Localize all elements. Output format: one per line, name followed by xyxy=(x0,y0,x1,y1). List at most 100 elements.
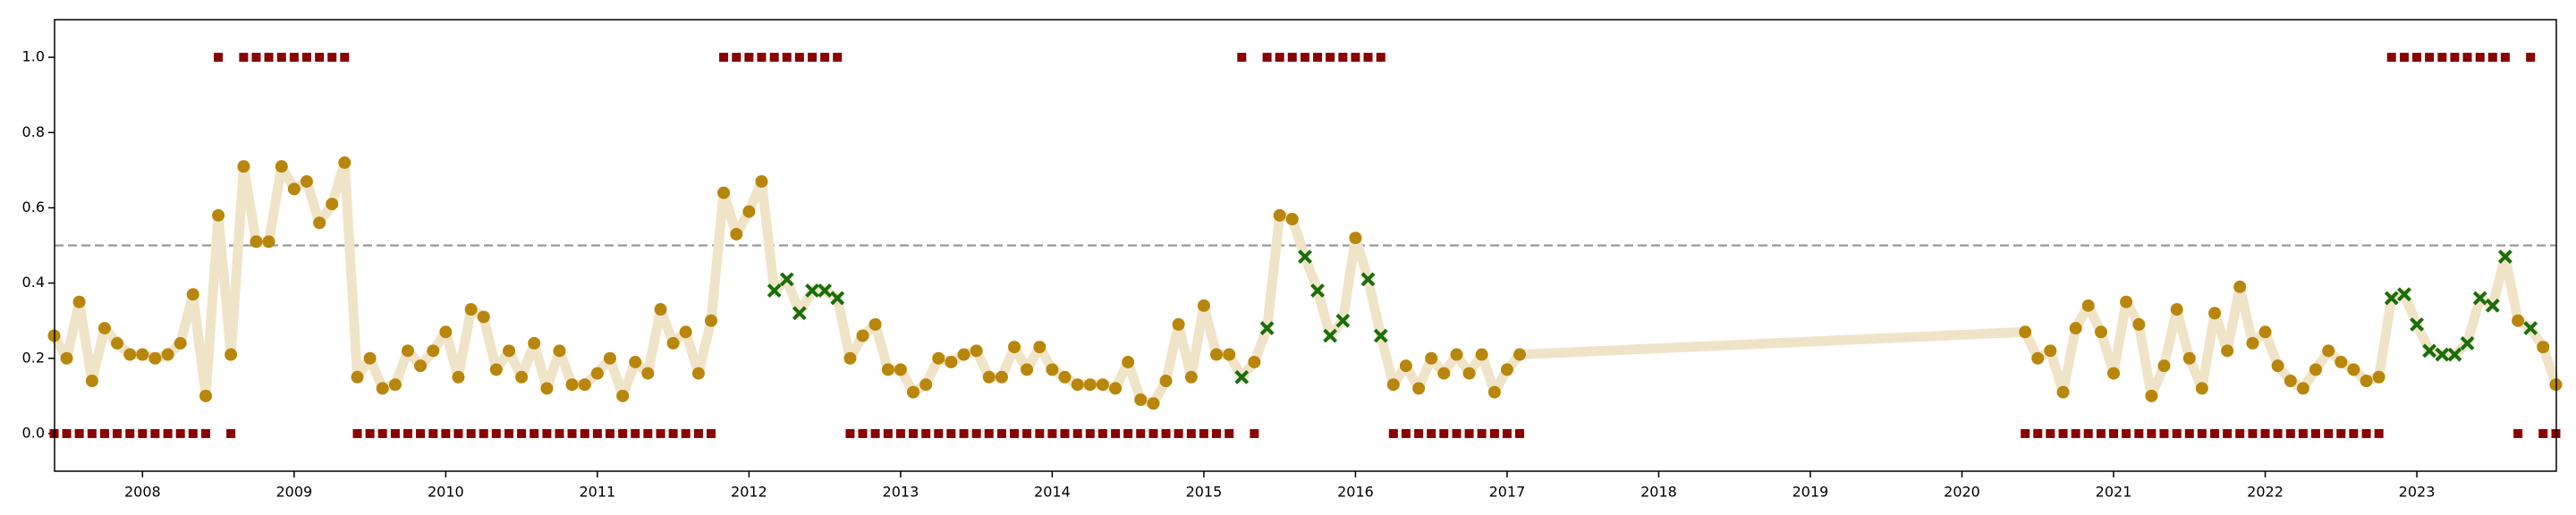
label-marker xyxy=(808,53,818,63)
score-marker xyxy=(1058,370,1072,384)
score-marker xyxy=(856,329,869,342)
score-marker xyxy=(1425,351,1438,365)
x-tick-label: 2015 xyxy=(1186,484,1223,501)
score-marker xyxy=(2233,280,2247,293)
score-marker xyxy=(2372,370,2385,384)
score-marker xyxy=(2044,344,2057,358)
score-marker xyxy=(1437,367,1451,380)
score-marker xyxy=(2094,325,2107,339)
x-tick-label: 2008 xyxy=(124,484,161,501)
cross-marker xyxy=(2523,321,2538,335)
score-marker xyxy=(1008,341,1021,354)
cross-stroke xyxy=(2397,287,2411,302)
score-marker xyxy=(1273,208,1286,222)
cross-stroke xyxy=(767,283,782,298)
label-marker xyxy=(2235,428,2245,438)
score-marker xyxy=(590,367,604,380)
label-marker xyxy=(1136,428,1146,438)
score-marker xyxy=(262,235,275,249)
label-marker xyxy=(1010,428,1020,438)
score-marker xyxy=(2081,299,2095,312)
label-marker xyxy=(251,53,261,63)
label-marker xyxy=(428,428,438,438)
label-marker xyxy=(1388,428,1398,438)
label-marker xyxy=(163,428,173,438)
score-marker xyxy=(1500,363,1513,376)
label-marker xyxy=(1401,428,1411,438)
label-marker xyxy=(2096,428,2106,438)
label-marker xyxy=(466,428,476,438)
label-marker xyxy=(301,53,311,63)
score-marker xyxy=(843,351,857,365)
label-marker xyxy=(833,53,843,63)
cross-stroke xyxy=(2435,347,2450,362)
label-marker xyxy=(1363,53,1373,63)
cross-stroke xyxy=(805,283,819,298)
cross-marker xyxy=(2447,347,2462,362)
label-marker xyxy=(2071,428,2080,438)
label-marker xyxy=(1186,428,1196,438)
score-marker xyxy=(705,314,718,327)
label-marker xyxy=(921,428,931,438)
x-tick-label: 2018 xyxy=(1640,484,1677,501)
score-marker xyxy=(161,348,174,361)
score-marker xyxy=(2120,295,2133,308)
score-marker xyxy=(2258,325,2272,339)
cross-stroke xyxy=(2485,298,2500,313)
cross-marker xyxy=(1310,283,1325,298)
score-marker xyxy=(919,378,933,392)
label-marker xyxy=(264,53,274,63)
label-marker xyxy=(1502,428,1512,438)
label-marker xyxy=(1452,428,1462,438)
label-marker xyxy=(542,428,552,438)
cross-marker xyxy=(2472,291,2487,306)
label-marker xyxy=(984,428,994,438)
score-marker xyxy=(2284,375,2297,387)
label-marker xyxy=(2134,428,2144,438)
label-marker xyxy=(2324,428,2334,438)
label-marker xyxy=(390,428,400,438)
label-marker xyxy=(1237,53,1247,63)
cross-stroke xyxy=(1234,369,1250,384)
score-marker xyxy=(363,351,377,365)
cross-marker xyxy=(818,283,833,298)
label-marker xyxy=(188,428,198,438)
label-marker xyxy=(1439,428,1449,438)
score-marker xyxy=(945,355,958,368)
cross-stroke xyxy=(1335,313,1351,328)
label-marker xyxy=(2147,428,2157,438)
score-marker xyxy=(287,182,301,196)
cross-marker xyxy=(1298,249,1312,265)
label-marker xyxy=(2349,428,2359,438)
label-marker xyxy=(580,428,589,438)
label-marker xyxy=(214,53,224,63)
score-marker xyxy=(1487,385,1501,399)
x-tick-label: 2023 xyxy=(2399,484,2436,501)
x-tick-label: 2012 xyxy=(731,484,767,501)
label-marker xyxy=(2122,428,2131,438)
score-marker xyxy=(477,310,490,324)
score-marker xyxy=(2246,336,2259,350)
label-marker xyxy=(1477,428,1487,438)
label-marker xyxy=(327,53,337,63)
score-marker xyxy=(2347,363,2360,376)
score-line xyxy=(49,157,2561,409)
score-marker xyxy=(237,160,250,173)
score-marker xyxy=(2107,367,2121,380)
label-marker xyxy=(74,428,84,438)
score-marker xyxy=(679,325,692,339)
label-marker xyxy=(2412,53,2422,63)
score-marker xyxy=(957,348,970,361)
score-marker xyxy=(85,375,98,387)
label-marker xyxy=(1262,53,1272,63)
cross-stroke xyxy=(1373,328,1388,343)
score-marker xyxy=(2182,351,2196,365)
cross-stroke xyxy=(2384,291,2399,306)
cross-stroke xyxy=(792,306,807,321)
score-marker xyxy=(2019,325,2032,339)
label-marker xyxy=(971,428,981,438)
label-marker xyxy=(125,428,135,438)
label-marker xyxy=(845,428,855,438)
score-marker xyxy=(1172,317,1185,331)
